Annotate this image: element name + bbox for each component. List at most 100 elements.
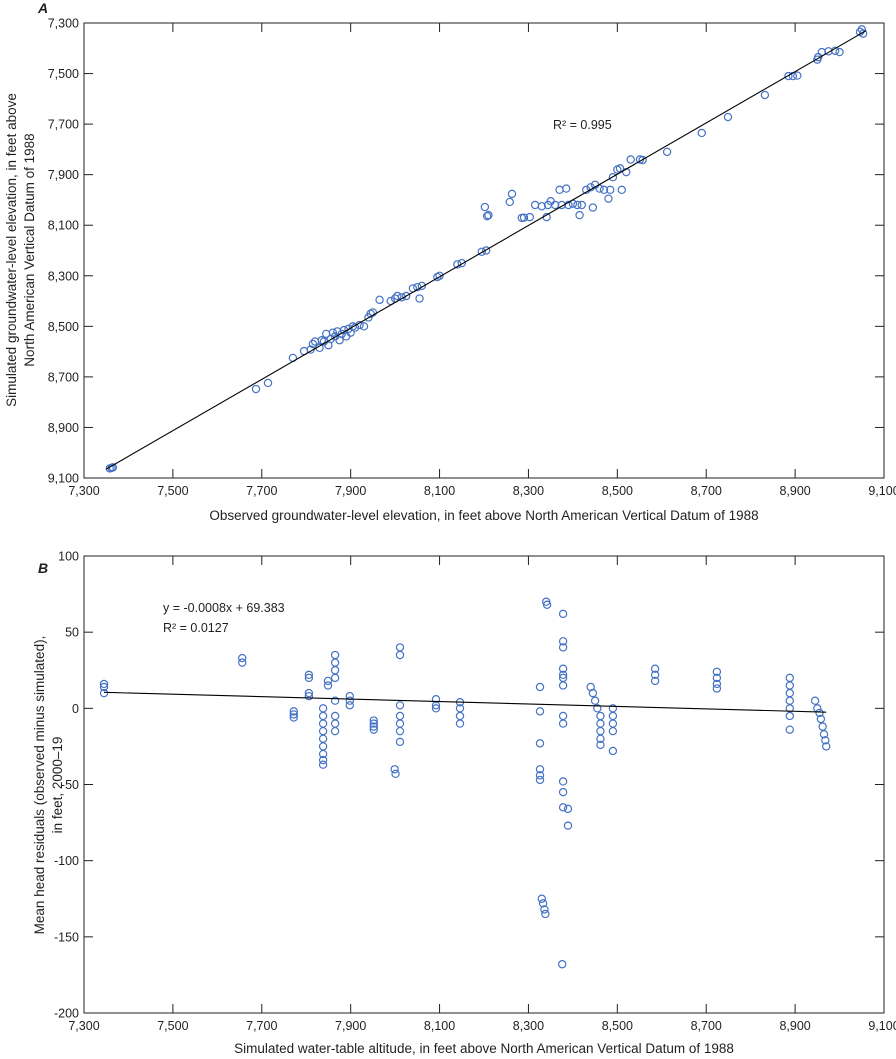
regression-annotation: R² = 0.0127 [163,621,229,635]
data-point [558,787,568,797]
data-point [395,650,405,660]
x-tick-label: 7,700 [246,1019,277,1033]
data-point [835,47,844,57]
y-tick-label: -50 [61,778,79,792]
data-point [318,704,328,713]
plot-frame [83,22,885,479]
data-point [263,378,273,388]
data-point [596,711,605,721]
trend-line [103,691,827,713]
data-point [435,271,444,280]
data-point [318,726,328,736]
data-point [395,643,405,652]
data-point [818,722,827,731]
data-point [304,673,314,683]
data-point [323,676,333,686]
data-point [251,384,261,394]
data-point [575,210,584,220]
data-point [507,189,517,199]
x-tick-label: 8,700 [691,1019,722,1033]
data-point [538,899,548,908]
data-point [238,653,247,663]
data-point [558,777,568,786]
y-tick-label: 7,900 [48,168,79,182]
data-point [760,90,770,100]
data-point [525,212,534,222]
data-point [369,725,378,734]
data-point [318,755,328,765]
data-point [318,760,328,769]
data-point [599,185,609,195]
y-tick-label: -100 [54,854,79,868]
data-point [608,719,618,728]
data-point [482,211,492,221]
data-point [573,200,582,210]
data-point [318,742,328,751]
regression-annotation: y = -0.0008x + 69.383 [163,601,285,615]
data-point [395,737,405,747]
data-point [330,658,340,667]
x-tick-label: 7,900 [335,1019,366,1033]
data-point [784,71,793,81]
data-point [558,670,568,680]
data-point [318,749,328,759]
data-point [395,726,405,736]
y-tick-label: 8,100 [48,219,79,233]
data-point [596,726,605,736]
data-point [537,202,546,211]
data-point [558,643,568,652]
data-point [596,734,605,744]
data-point [397,293,406,302]
data-point [540,905,549,914]
panel-B: B 7,300 7,500 7,700 7,900 8,100 8,300 8,500 8,70… [32,550,896,1057]
x-tick-label: 8,500 [602,484,633,498]
data-point [558,719,568,728]
data-point [712,667,722,676]
data-point [626,155,635,164]
data-point [330,696,340,705]
y-axis-title: in feet, 2000–19 [50,737,65,834]
data-point [563,804,573,814]
data-point [558,960,567,969]
data-point [417,281,426,291]
data-point [402,291,411,301]
x-axis-title: Observed groundwater-level elevation, in… [209,508,758,523]
data-point [606,185,615,195]
data-point [819,730,829,739]
x-tick-label: 9,100 [868,484,896,498]
data-point [535,775,545,785]
y-axis-title: Simulated groundwater-level elevation, i… [4,93,19,407]
data-point [785,725,794,734]
data-point [535,765,545,774]
data-point [558,609,568,619]
data-point [650,670,660,680]
data-point [712,673,722,683]
data-point [562,184,571,193]
x-tick-label: 8,100 [424,1019,455,1033]
data-point [558,637,568,646]
data-point [395,701,405,710]
data-point [99,679,109,689]
data-point [608,726,618,736]
data-point [308,339,318,349]
data-point [604,194,613,203]
y-tick-label: 8,500 [48,320,79,334]
data-point [395,711,405,721]
data-point [431,694,441,704]
data-point [793,71,802,80]
y-tick-label: 0 [72,702,79,716]
data-point [596,719,605,728]
data-point [455,719,465,728]
y-axis-title: Mean head residuals (observed minus simu… [32,636,47,935]
data-point [816,714,826,724]
data-point [99,688,109,698]
data-point [368,308,378,317]
data-point [391,769,400,779]
data-point [537,894,546,903]
data-point [519,213,529,222]
data-point [304,688,314,698]
data-point [815,708,824,718]
data-point [395,719,405,728]
data-point [304,691,314,701]
data-point [608,172,618,182]
